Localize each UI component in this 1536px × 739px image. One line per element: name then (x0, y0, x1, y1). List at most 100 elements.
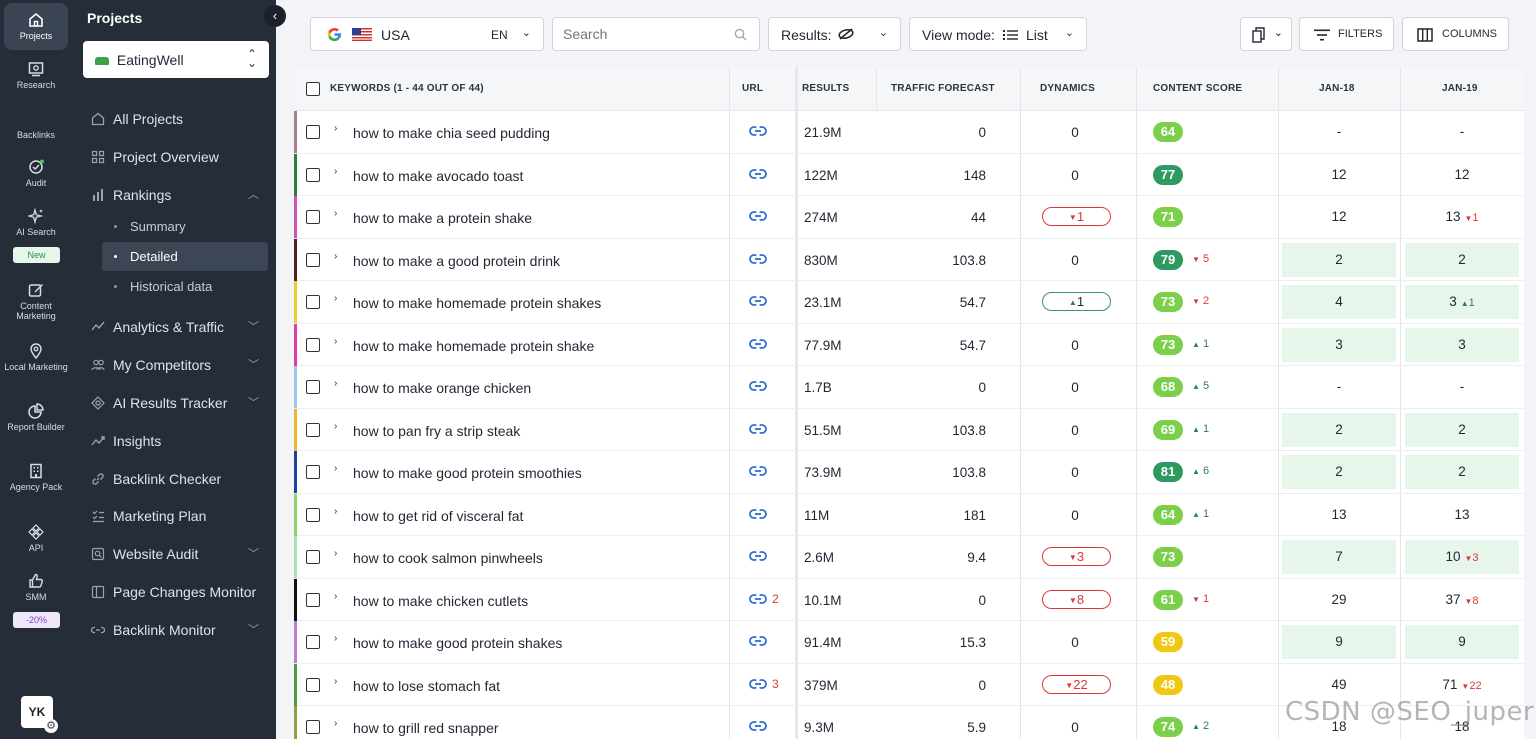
row-checkbox[interactable] (306, 210, 320, 224)
nav-page-changes-monitor[interactable]: Page Changes Monitor (89, 576, 265, 608)
url-link-button[interactable] (749, 677, 771, 693)
row-checkbox[interactable] (306, 677, 320, 692)
table-row[interactable]: › how to make a good protein drink 830M 103… (294, 238, 1524, 281)
expand-chevron-icon[interactable]: › (334, 463, 338, 474)
nav-rankings[interactable]: Rankings ︿ (89, 179, 265, 211)
table-row[interactable]: › how to make orange chicken 1.7B 0 0 68 ▲ 5 - - (294, 366, 1524, 409)
table-row[interactable]: › how to make homemade protein shake 77.9M… (294, 323, 1524, 366)
table-row[interactable]: › how to make avocado toast 122M 148 0 77 12 12 (294, 153, 1524, 196)
keyword-text[interactable]: how to get rid of visceral fat (353, 507, 524, 524)
url-link-button[interactable] (749, 592, 771, 608)
expand-chevron-icon[interactable]: › (334, 335, 338, 347)
subnav-historical-data[interactable]: Historical data (102, 272, 268, 301)
rail-audit[interactable]: Audit (4, 159, 68, 193)
expand-chevron-icon[interactable]: › (334, 548, 338, 559)
search-input[interactable] (563, 26, 723, 42)
expand-chevron-icon[interactable]: › (334, 590, 338, 602)
url-link-button[interactable] (749, 379, 771, 395)
expand-chevron-icon[interactable]: › (334, 420, 338, 432)
keyword-text[interactable]: how to make a protein shake (353, 210, 532, 226)
row-checkbox[interactable] (306, 295, 320, 309)
rail-smm[interactable]: SMM (4, 573, 68, 607)
row-checkbox[interactable] (306, 550, 320, 564)
header-jan-19[interactable]: JAN-19 (1442, 83, 1478, 94)
url-link-button[interactable] (749, 719, 771, 735)
search-box[interactable] (552, 17, 760, 51)
expand-chevron-icon[interactable]: › (334, 123, 338, 134)
expand-chevron-icon[interactable]: › (334, 208, 338, 219)
nav-my-competitors[interactable]: My Competitors ﹀ (89, 349, 265, 381)
results-selector[interactable]: Results: ⌄ (768, 17, 901, 51)
row-checkbox[interactable] (306, 380, 320, 394)
rail-report-builder[interactable]: Report Builder (4, 403, 68, 445)
keyword-text[interactable]: how to make orange chicken (353, 380, 532, 396)
url-link-button[interactable] (749, 252, 771, 268)
row-checkbox[interactable] (306, 252, 320, 267)
url-link-button[interactable] (749, 549, 771, 565)
table-row[interactable]: › how to make good protein smoothies 73.9M… (294, 451, 1524, 494)
view-mode-selector[interactable]: View mode: List ⌄ (909, 17, 1087, 51)
keyword-text[interactable]: how to make a good protein drink (353, 252, 561, 269)
keyword-text[interactable]: how to make good protein smoothies (353, 465, 582, 481)
select-all-checkbox[interactable] (306, 82, 320, 96)
keyword-text[interactable]: how to grill red snapper (353, 720, 499, 736)
table-row[interactable]: › how to make homemade protein shakes 23.1… (294, 281, 1524, 324)
subnav-detailed[interactable]: Detailed (102, 242, 268, 271)
row-checkbox[interactable] (306, 422, 320, 437)
copy-menu-button[interactable]: ⌄ (1240, 17, 1292, 51)
search-engine-selector[interactable]: USA EN ⌄ (310, 17, 544, 51)
table-row[interactable]: › how to pan fry a strip steak 51.5M 103.8 0… (294, 408, 1524, 451)
expand-chevron-icon[interactable]: › (334, 675, 338, 687)
filters-button[interactable]: FILTERS (1299, 17, 1394, 51)
rail-ai-search[interactable]: AI Search (4, 208, 68, 242)
rail-local-marketing[interactable]: Local Marketing (4, 343, 68, 385)
expand-chevron-icon[interactable]: › (334, 293, 338, 304)
keyword-text[interactable]: how to make homemade protein shakes (353, 295, 602, 311)
url-link-button[interactable] (749, 464, 771, 480)
keyword-text[interactable]: how to make chia seed pudding (353, 125, 550, 141)
row-checkbox[interactable] (306, 507, 320, 522)
nav-ai-results-tracker[interactable]: AI Results Tracker ﹀ (89, 387, 265, 419)
header-dynamics[interactable]: DYNAMICS (1040, 83, 1095, 94)
expand-chevron-icon[interactable]: › (334, 250, 338, 262)
nav-insights[interactable]: Insights (89, 425, 265, 457)
header-keywords[interactable]: KEYWORDS (1 - 44 OUT OF 44) (330, 83, 484, 94)
keyword-text[interactable]: how to make chicken cutlets (353, 592, 529, 609)
url-link-button[interactable] (749, 124, 771, 140)
nav-website-audit[interactable]: Website Audit ﹀ (89, 538, 265, 570)
header-traffic-forecast[interactable]: TRAFFIC FORECAST (891, 83, 995, 94)
rail-backlinks[interactable]: Backlinks (16, 130, 55, 140)
url-link-button[interactable] (749, 337, 771, 353)
collapse-sidebar-button[interactable]: ‹ (264, 5, 286, 27)
header-content-score[interactable]: CONTENT SCORE (1153, 83, 1243, 94)
expand-chevron-icon[interactable]: › (334, 633, 338, 644)
url-link-button[interactable] (749, 167, 771, 183)
keyword-text[interactable]: how to lose stomach fat (353, 677, 501, 694)
table-row[interactable]: › how to make good protein shakes 91.4M 15.… (294, 621, 1524, 664)
table-row[interactable]: › how to grill red snapper 9.3M 5.9 0 74 ▲ 2 18… (294, 706, 1524, 739)
rail-research[interactable]: Research (4, 61, 68, 95)
nav-analytics-traffic[interactable]: Analytics & Traffic ﹀ (89, 311, 265, 343)
expand-chevron-icon[interactable]: › (334, 718, 338, 729)
row-checkbox[interactable] (306, 592, 320, 607)
avatar[interactable]: YK ⚙ (21, 696, 58, 733)
url-link-button[interactable] (749, 209, 771, 225)
row-checkbox[interactable] (306, 125, 320, 139)
keyword-text[interactable]: how to pan fry a strip steak (353, 422, 521, 439)
rail-api[interactable]: API (4, 524, 68, 558)
row-checkbox[interactable] (306, 337, 320, 352)
table-row[interactable]: › how to make chia seed pudding 21.9M 0 0 64 -… (294, 111, 1524, 154)
nav-project-overview[interactable]: Project Overview (89, 141, 265, 173)
header-url[interactable]: URL (742, 83, 764, 94)
rail-content-marketing[interactable]: Content Marketing (4, 282, 68, 324)
url-link-button[interactable] (749, 422, 771, 438)
header-jan-18[interactable]: JAN-18 (1319, 83, 1355, 94)
subnav-summary[interactable]: Summary (102, 212, 268, 241)
keyword-text[interactable]: how to make good protein shakes (353, 635, 563, 651)
keyword-text[interactable]: how to make homemade protein shake (353, 337, 595, 354)
project-selector[interactable]: EatingWell ⌃ ⌄ (83, 41, 269, 78)
table-row[interactable]: › how to make chicken cutlets 2 10.1M 0 ▼8 61 ▼… (294, 578, 1524, 621)
rail-agency-pack[interactable]: Agency Pack (4, 463, 68, 505)
keyword-text[interactable]: how to make avocado toast (353, 167, 524, 184)
nav-marketing-plan[interactable]: Marketing Plan (89, 500, 265, 532)
